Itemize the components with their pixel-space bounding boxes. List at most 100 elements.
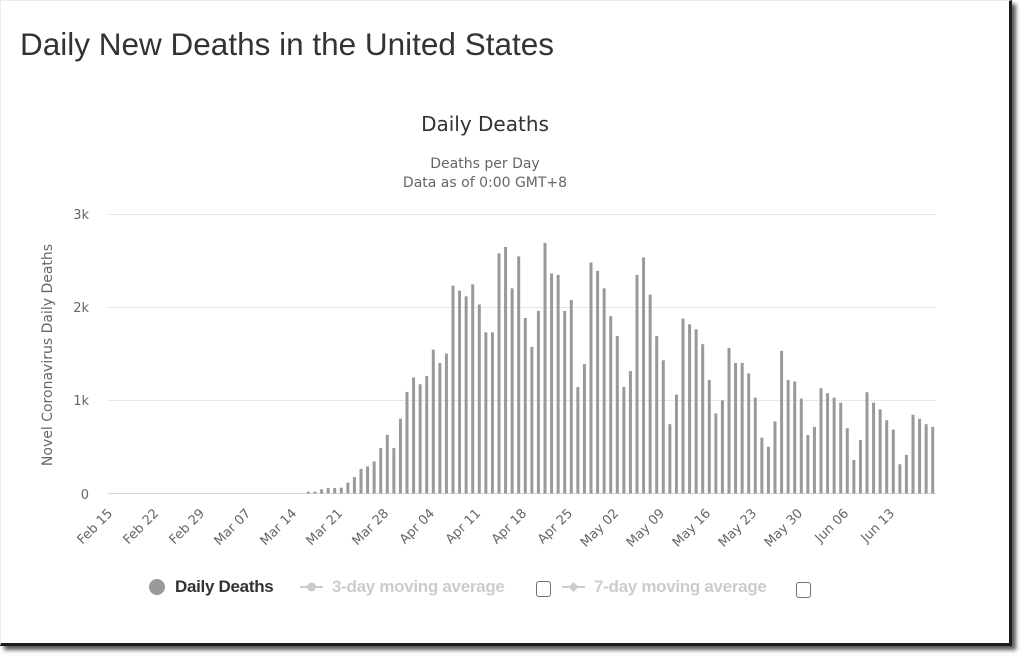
bar[interactable]	[622, 386, 626, 494]
bar[interactable]	[924, 424, 928, 494]
7-day-average-checkbox[interactable]	[796, 582, 811, 598]
bar[interactable]	[497, 253, 501, 494]
bar[interactable]	[628, 371, 632, 494]
bar[interactable]	[891, 429, 895, 494]
bar[interactable]	[346, 482, 350, 494]
bar[interactable]	[898, 464, 902, 494]
bar[interactable]	[845, 428, 849, 494]
bar[interactable]	[550, 273, 554, 494]
bar[interactable]	[688, 324, 692, 494]
bar[interactable]	[366, 466, 370, 494]
bar[interactable]	[385, 434, 389, 494]
bar[interactable]	[431, 349, 435, 494]
bar[interactable]	[766, 446, 770, 494]
bar[interactable]	[320, 489, 324, 494]
bar[interactable]	[832, 397, 836, 494]
bar[interactable]	[582, 364, 586, 494]
bar[interactable]	[392, 448, 396, 494]
bar[interactable]	[642, 257, 646, 494]
bar[interactable]	[372, 461, 376, 494]
bar[interactable]	[504, 246, 508, 494]
bar[interactable]	[701, 344, 705, 494]
bar[interactable]	[451, 285, 455, 494]
bar[interactable]	[398, 418, 402, 494]
bar[interactable]	[661, 360, 665, 494]
bar[interactable]	[477, 304, 481, 494]
bar[interactable]	[747, 373, 751, 494]
bar[interactable]	[412, 377, 416, 494]
bar[interactable]	[339, 487, 343, 494]
3-day-average-checkbox[interactable]	[536, 581, 551, 597]
legend-item-3-day-average[interactable]: 3-day moving average	[300, 577, 505, 597]
bar[interactable]	[826, 393, 830, 494]
bar[interactable]	[681, 318, 685, 494]
bar[interactable]	[405, 391, 409, 494]
bar[interactable]	[326, 487, 330, 494]
bar[interactable]	[694, 329, 698, 494]
bar[interactable]	[760, 437, 764, 494]
bar[interactable]	[471, 284, 475, 494]
bar[interactable]	[793, 381, 797, 494]
bar[interactable]	[444, 353, 448, 494]
bar[interactable]	[458, 290, 462, 494]
bar[interactable]	[727, 347, 731, 494]
bar[interactable]	[635, 274, 639, 494]
bar[interactable]	[569, 300, 573, 494]
bar[interactable]	[674, 394, 678, 494]
legend-item-daily-deaths[interactable]: Daily Deaths	[149, 577, 274, 597]
bar[interactable]	[379, 448, 383, 494]
bar[interactable]	[911, 414, 915, 494]
bar[interactable]	[734, 362, 738, 494]
bar[interactable]	[839, 402, 843, 494]
bar[interactable]	[418, 384, 422, 494]
bar[interactable]	[852, 459, 856, 494]
bar[interactable]	[543, 242, 547, 494]
bar[interactable]	[780, 350, 784, 494]
bar[interactable]	[530, 346, 534, 494]
bar[interactable]	[359, 468, 363, 494]
bar[interactable]	[931, 426, 935, 494]
bar[interactable]	[714, 413, 718, 494]
bar[interactable]	[786, 380, 790, 494]
bar[interactable]	[484, 332, 488, 494]
bar[interactable]	[596, 270, 600, 494]
bar[interactable]	[563, 310, 567, 494]
legend-item-7-day-average[interactable]: 7-day moving average	[562, 577, 767, 597]
bar[interactable]	[313, 491, 317, 494]
bar[interactable]	[602, 288, 606, 494]
bar[interactable]	[799, 398, 803, 494]
bar[interactable]	[918, 418, 922, 494]
bar[interactable]	[720, 400, 724, 494]
bar[interactable]	[589, 262, 593, 494]
bar[interactable]	[707, 380, 711, 494]
bar[interactable]	[865, 392, 869, 494]
bar[interactable]	[878, 409, 882, 494]
bar[interactable]	[885, 420, 889, 494]
bar[interactable]	[858, 440, 862, 494]
bar[interactable]	[576, 386, 580, 494]
bar[interactable]	[517, 256, 521, 494]
bar[interactable]	[523, 317, 527, 494]
bar[interactable]	[806, 434, 810, 494]
bar[interactable]	[819, 388, 823, 494]
bar[interactable]	[352, 477, 356, 494]
bar[interactable]	[615, 336, 619, 494]
bar[interactable]	[438, 362, 442, 494]
bar[interactable]	[668, 424, 672, 494]
bar[interactable]	[740, 362, 744, 494]
bar[interactable]	[510, 288, 514, 494]
bar[interactable]	[872, 402, 876, 494]
bar[interactable]	[556, 274, 560, 494]
bar[interactable]	[773, 421, 777, 494]
bar[interactable]	[655, 336, 659, 494]
bar[interactable]	[753, 397, 757, 494]
bar[interactable]	[609, 316, 613, 494]
bar[interactable]	[464, 296, 468, 494]
bar[interactable]	[490, 332, 494, 494]
bar[interactable]	[306, 491, 310, 494]
bar[interactable]	[425, 376, 429, 494]
bar[interactable]	[812, 426, 816, 494]
bar[interactable]	[536, 310, 540, 494]
bar[interactable]	[333, 487, 337, 494]
bar[interactable]	[648, 294, 652, 494]
